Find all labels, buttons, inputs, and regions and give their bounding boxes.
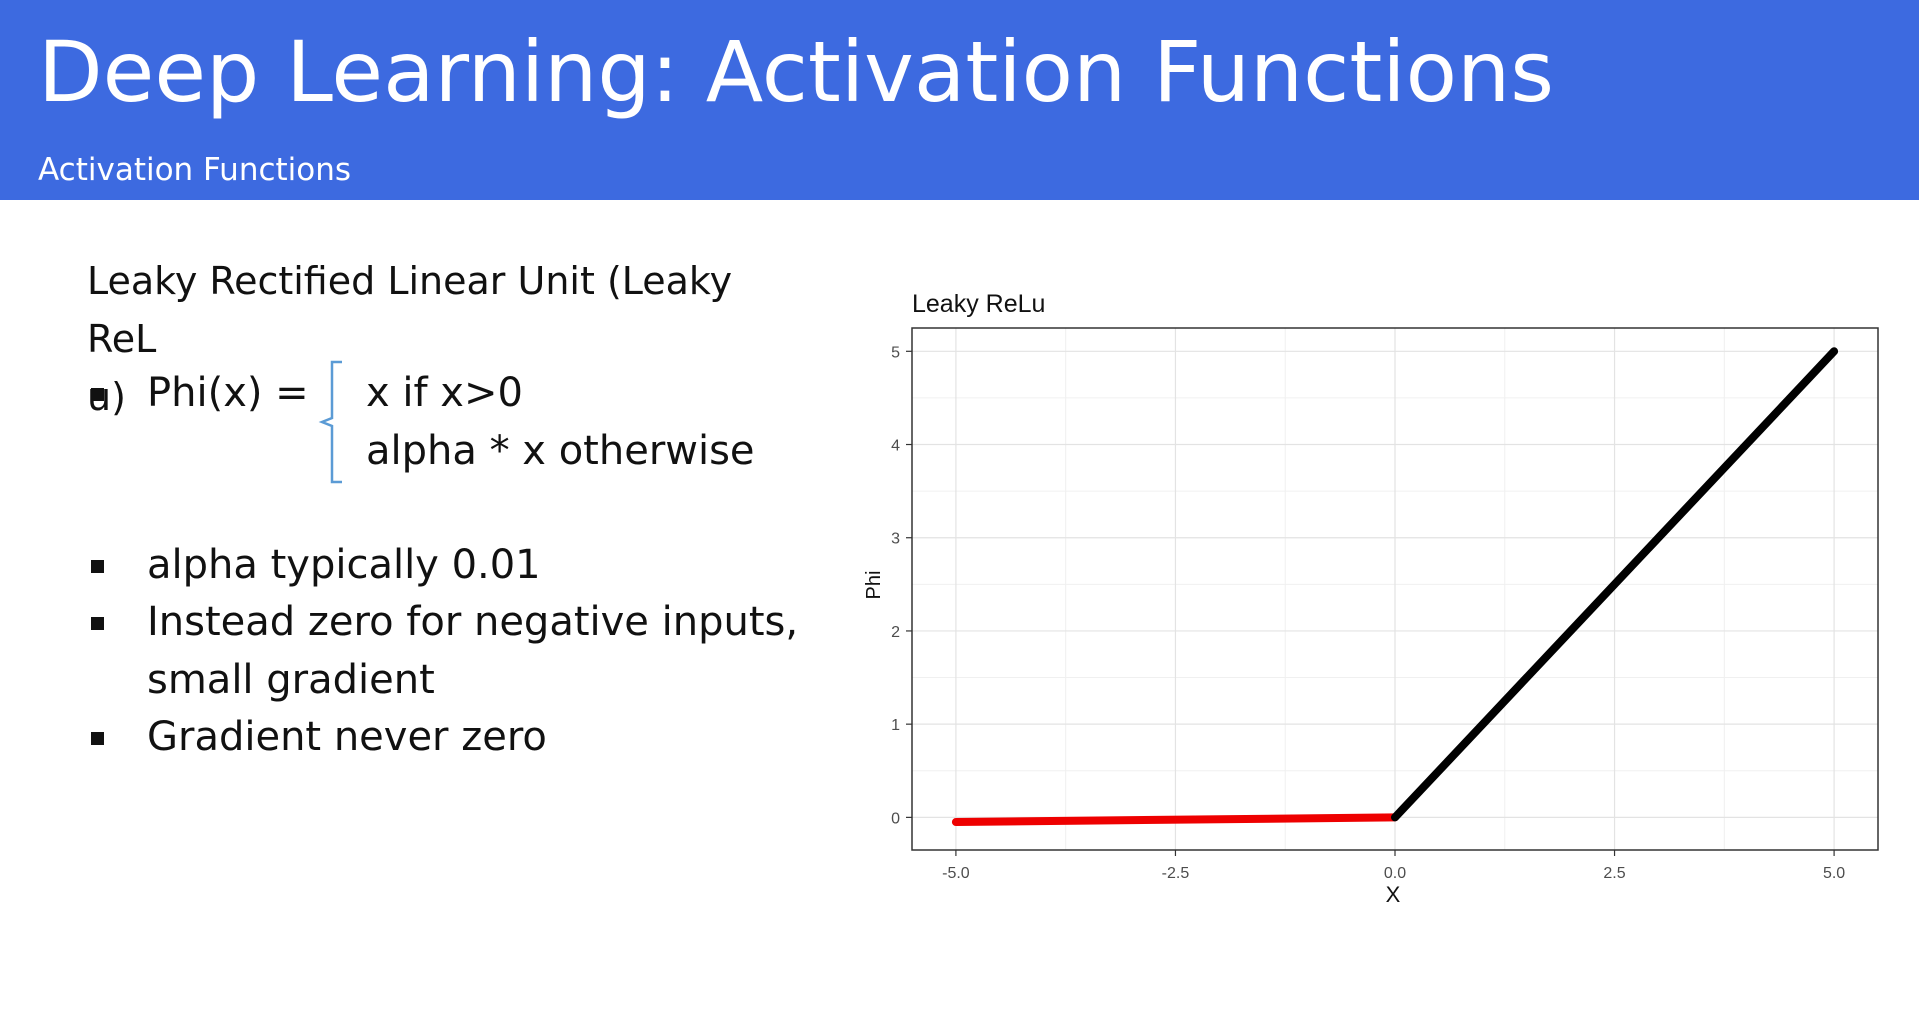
y-tick-label: 5 [891, 344, 900, 361]
bullet-alpha: alpha typically 0.01 [147, 542, 541, 588]
y-axis-label: Phi [863, 571, 885, 600]
y-tick-label: 3 [891, 531, 900, 548]
bullet-marker [91, 732, 104, 745]
chart-title: Leaky ReLu [912, 290, 1045, 318]
formula-case-negative: alpha * x otherwise [366, 428, 755, 474]
text-panel: Leaky Rectified Linear Unit (Leaky ReL u) [87, 252, 827, 426]
x-tick-label: -5.0 [942, 865, 970, 882]
chart-series [951, 347, 1839, 827]
chart-container: Leaky ReLu -5.0 -2.5 0.0 2.5 5.0 0 1 2 3 4 5 X Phi [850, 280, 1910, 920]
x-tick-label: -2.5 [1162, 865, 1190, 882]
formula-case-positive: x if x>0 [366, 370, 523, 416]
bullet-gradient: Gradient never zero [147, 714, 547, 760]
chart-grid [912, 328, 1878, 850]
slide-title: Deep Learning: Activation Functions [38, 23, 1555, 121]
x-tick-label: 5.0 [1823, 865, 1845, 882]
chart-axes: -5.0 -2.5 0.0 2.5 5.0 0 1 2 3 4 5 [891, 344, 1845, 882]
y-tick-label: 4 [891, 438, 900, 455]
leaky-relu-chart: Leaky ReLu -5.0 -2.5 0.0 2.5 5.0 0 1 2 3 4 5 X Phi [863, 290, 1879, 907]
formula-lhs: Phi(x) = [147, 370, 309, 416]
x-tick-label: 2.5 [1603, 865, 1625, 882]
y-tick-label: 0 [891, 810, 900, 827]
x-tick-label: 0.0 [1384, 865, 1406, 882]
bullet-marker [91, 388, 104, 401]
bullet-marker [91, 560, 104, 573]
bullet-marker [91, 617, 104, 630]
negative-region-line [951, 813, 1399, 827]
x-axis-label: X [1386, 882, 1401, 907]
brace-icon [318, 360, 342, 484]
slide-header: Deep Learning: Activation Functions Acti… [0, 0, 1919, 200]
y-tick-label: 1 [891, 717, 900, 734]
positive-region-line [1391, 347, 1839, 822]
section-heading: Leaky Rectified Linear Unit (Leaky ReL u) [87, 259, 733, 419]
y-tick-label: 2 [891, 624, 900, 641]
bullet-negative-inputs-cont: small gradient [147, 657, 435, 703]
bullet-negative-inputs: Instead zero for negative inputs, [147, 599, 799, 645]
slide-subtitle: Activation Functions [38, 152, 352, 188]
